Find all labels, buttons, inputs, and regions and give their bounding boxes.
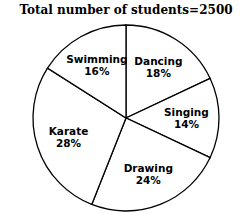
data-label: 24% [136, 174, 162, 186]
data-label: 16% [84, 65, 110, 77]
slice-labels: Dancing18% Singing14% Drawing24% Karate28% S… [49, 53, 209, 186]
slice [47, 25, 126, 118]
data-label: 18% [146, 67, 172, 79]
slice-label: Karate [49, 125, 89, 137]
pie [33, 25, 219, 211]
title: Total number of students=2500 [19, 3, 232, 17]
data-label: 28% [56, 137, 82, 149]
slice-label: Drawing [124, 162, 173, 174]
chart: Total number of students=2500 Dancing18% S… [0, 0, 252, 214]
slice-label: Dancing [134, 55, 182, 67]
slice-label: Singing [164, 106, 209, 118]
data-label: 14% [174, 118, 200, 130]
slice-label: Swimming [66, 53, 127, 65]
